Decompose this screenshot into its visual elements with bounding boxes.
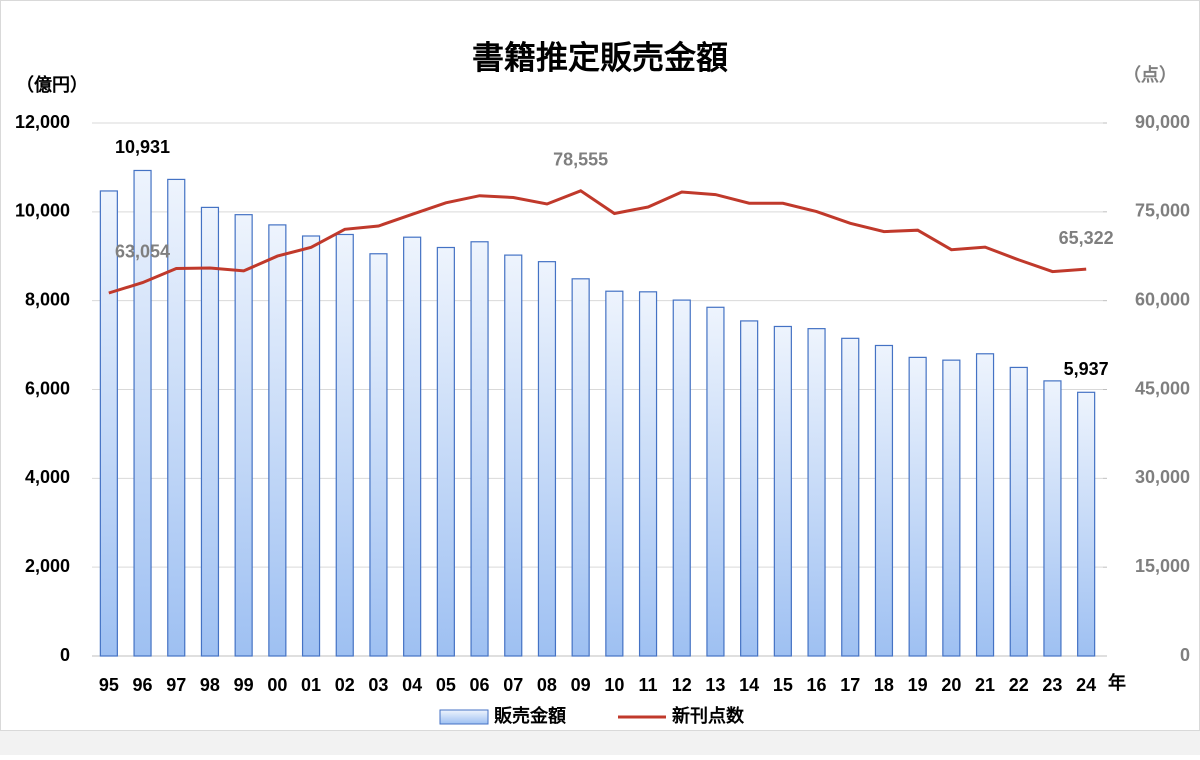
footer-band xyxy=(0,731,1200,755)
bar xyxy=(874,344,894,657)
data-label: 10,931 xyxy=(115,137,170,157)
bar xyxy=(605,290,624,657)
y-tick-label: 6,000 xyxy=(25,378,70,398)
bar xyxy=(369,253,388,657)
x-tick-label: 00 xyxy=(267,675,287,695)
bar xyxy=(335,233,354,657)
x-tick-label: 13 xyxy=(705,675,725,695)
bar xyxy=(773,325,792,657)
x-tick-label: 06 xyxy=(470,675,490,695)
x-tick-label: 15 xyxy=(773,675,793,695)
y2-tick-label: 75,000 xyxy=(1135,201,1190,221)
x-tick-label: 18 xyxy=(874,675,894,695)
bar xyxy=(975,353,995,657)
bar xyxy=(807,328,826,657)
x-tick-label: 12 xyxy=(672,675,692,695)
bar xyxy=(571,278,590,657)
bar xyxy=(1009,366,1028,657)
bar xyxy=(234,214,253,657)
bar xyxy=(1077,391,1096,657)
x-tick-label: 98 xyxy=(200,675,220,695)
y2-tick-label: 30,000 xyxy=(1135,467,1190,487)
x-tick-label: 23 xyxy=(1042,675,1062,695)
x-tick-label: 19 xyxy=(908,675,928,695)
y-tick-label: 0 xyxy=(60,645,70,665)
y-axis-label: （億円） xyxy=(16,74,88,95)
x-tick-label: 21 xyxy=(975,675,995,695)
bar xyxy=(470,241,489,657)
y2-tick-label: 60,000 xyxy=(1135,289,1190,309)
legend-label: 販売金額 xyxy=(494,705,566,726)
x-tick-label: 22 xyxy=(1009,675,1029,695)
x-tick-label: 11 xyxy=(639,675,658,695)
bar xyxy=(841,337,860,657)
y2-tick-label: 0 xyxy=(1180,645,1190,665)
x-tick-label: 97 xyxy=(166,675,186,695)
x-tick-label: 04 xyxy=(402,675,422,695)
data-label: 78,555 xyxy=(553,150,608,170)
bar xyxy=(1043,380,1062,657)
x-tick-label: 01 xyxy=(301,675,321,695)
y-tick-label: 4,000 xyxy=(25,467,70,487)
bar xyxy=(99,190,118,657)
y2-tick-label: 90,000 xyxy=(1135,112,1190,132)
data-label: 5,937 xyxy=(1064,359,1109,379)
y2-tick-label: 45,000 xyxy=(1135,378,1190,398)
x-tick-label: 08 xyxy=(537,675,557,695)
line xyxy=(108,189,1087,295)
data-label: 63,054 xyxy=(115,241,170,261)
bar xyxy=(537,261,557,657)
x-suffix: 年 xyxy=(1108,672,1126,693)
x-tick-label: 99 xyxy=(234,675,254,695)
x-tick-label: 17 xyxy=(840,675,860,695)
x-tick-label: 95 xyxy=(99,675,119,695)
bar xyxy=(638,291,658,657)
x-tick-label: 14 xyxy=(739,675,759,695)
x-tick-label: 03 xyxy=(368,675,388,695)
x-tick-label: 07 xyxy=(503,675,523,695)
y-tick-label: 10,000 xyxy=(15,201,70,221)
y2-axis-label: （点） xyxy=(1123,64,1177,85)
x-tick-label: 20 xyxy=(941,675,961,695)
y-tick-label: 2,000 xyxy=(25,556,70,576)
x-tick-label: 24 xyxy=(1076,675,1096,695)
bar xyxy=(403,236,422,657)
chart-title: 書籍推定販売金額 xyxy=(472,39,728,75)
y2-tick-label: 15,000 xyxy=(1135,556,1190,576)
legend-swatch xyxy=(439,709,489,725)
x-tick-label: 96 xyxy=(133,675,153,695)
bar xyxy=(908,356,927,657)
x-tick-label: 05 xyxy=(436,675,456,695)
legend-label: 新刊点数 xyxy=(672,705,745,726)
bar xyxy=(436,246,455,657)
x-tick-label: 09 xyxy=(571,675,591,695)
x-tick-label: 10 xyxy=(604,675,624,695)
bar xyxy=(942,359,961,657)
y-tick-label: 12,000 xyxy=(15,112,70,132)
bar xyxy=(200,206,220,657)
bar xyxy=(706,306,725,657)
data-label: 65,322 xyxy=(1059,228,1114,248)
bar xyxy=(504,254,523,657)
bar xyxy=(133,169,152,657)
y-tick-label: 8,000 xyxy=(25,289,70,309)
bar xyxy=(301,235,321,657)
x-tick-label: 16 xyxy=(807,675,827,695)
bar xyxy=(740,320,759,657)
bar xyxy=(167,178,186,657)
bar xyxy=(672,299,691,657)
x-tick-label: 02 xyxy=(335,675,355,695)
bar xyxy=(268,224,287,657)
chart-frame xyxy=(0,0,1200,731)
